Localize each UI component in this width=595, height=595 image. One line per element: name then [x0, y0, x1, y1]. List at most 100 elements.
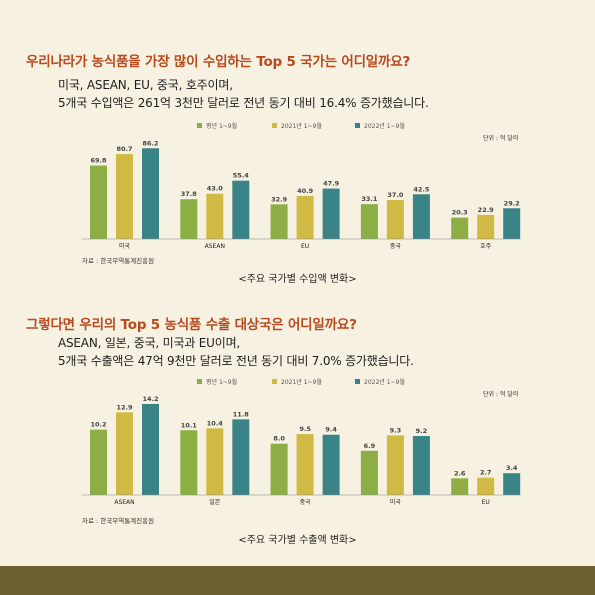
value-label: 9.3: [390, 426, 402, 434]
bar-중국-0: [360, 204, 378, 239]
value-label: 9.4: [325, 426, 337, 434]
import-chart-caption: <주요 국가별 수입액 변화>: [238, 274, 357, 285]
legend-label-1: 2021년 1~9월: [281, 378, 322, 386]
value-label: 3.4: [506, 464, 518, 472]
bar-일본-2: [232, 419, 250, 495]
value-label: 40.9: [297, 187, 314, 195]
value-label: 29.2: [504, 199, 520, 207]
value-label: 10.4: [207, 419, 224, 427]
value-label: 9.2: [416, 427, 428, 435]
bar-EU-0: [270, 204, 288, 239]
import-source-note: 자료 : 한국무역통계진흥원: [82, 257, 155, 265]
bar-중국-2: [412, 194, 430, 239]
legend-label-0: 평년 1~9월: [206, 122, 237, 130]
value-label: 33.1: [361, 195, 378, 203]
bar-미국-2: [142, 148, 159, 239]
value-label: 10.2: [90, 421, 106, 429]
value-label: 12.9: [116, 403, 133, 411]
bar-EU-2: [322, 188, 340, 239]
legend-swatch-1: [272, 123, 277, 128]
unit-label: 단위 : 억 달러: [483, 134, 518, 142]
category-label: 미국: [119, 242, 131, 250]
legend-label-0: 평년 1~9월: [206, 378, 237, 386]
bar-미국-2: [412, 436, 430, 495]
bar-미국-0: [360, 450, 378, 495]
value-label: 86.2: [142, 139, 158, 147]
category-label: ASEAN: [205, 243, 225, 250]
legend-swatch-0: [197, 379, 202, 384]
export-chart-caption: <주요 국가별 수출액 변화>: [238, 535, 357, 546]
unit-label: 단위 : 억 달러: [483, 390, 518, 398]
legend-label-2: 2022년 1~9월: [364, 122, 405, 130]
legend-swatch-2: [355, 379, 360, 384]
bar-EU-1: [477, 477, 495, 495]
value-label: 37.8: [181, 190, 198, 198]
bar-호주-2: [503, 208, 521, 239]
bar-ASEAN-2: [232, 180, 250, 239]
export-question-title: 그렇다면 우리의 Top 5 농식품 수출 대상국은 어디일까요?: [26, 317, 357, 333]
bar-중국-1: [386, 200, 404, 239]
bar-호주-1: [477, 214, 495, 239]
bar-중국-1: [296, 434, 314, 495]
export-summary: ASEAN, 일본, 중국, 미국과 EU이며, 5개국 수출액은 47억 9천…: [58, 334, 414, 370]
import-summary-line-1: 미국, ASEAN, EU, 중국, 호주이며,: [58, 78, 233, 92]
category-label: ASEAN: [114, 499, 134, 506]
bar-중국-0: [270, 443, 288, 495]
value-label: 14.2: [142, 395, 158, 403]
legend-swatch-0: [197, 123, 202, 128]
bar-미국-0: [90, 165, 107, 239]
value-label: 47.9: [323, 180, 340, 188]
category-label: EU: [301, 243, 309, 250]
bar-ASEAN-0: [90, 429, 107, 495]
export-source-note: 자료 : 한국무역통계진흥원: [82, 517, 155, 525]
bar-ASEAN-1: [206, 193, 224, 239]
category-label: 미국: [390, 498, 402, 506]
value-label: 22.9: [478, 206, 495, 214]
value-label: 32.9: [271, 195, 288, 203]
value-label: 11.8: [233, 410, 250, 418]
value-label: 6.9: [364, 442, 376, 450]
bar-일본-0: [180, 430, 198, 495]
bar-EU-2: [503, 473, 521, 495]
value-label: 10.1: [181, 421, 198, 429]
bar-미국-1: [386, 435, 404, 495]
bar-ASEAN-2: [142, 403, 159, 495]
value-label: 55.4: [233, 172, 250, 180]
import-summary-line-2: 5개국 수입액은 261억 3천만 달러로 전년 동기 대비 16.4% 증가했…: [58, 96, 429, 110]
value-label: 69.8: [90, 157, 107, 165]
bar-ASEAN-1: [116, 412, 133, 495]
value-label: 8.0: [273, 435, 285, 443]
bar-일본-1: [206, 428, 224, 495]
legend-swatch-2: [355, 123, 360, 128]
bar-EU-1: [296, 195, 314, 239]
category-label: 중국: [300, 499, 312, 506]
legend-label-2: 2022년 1~9월: [364, 378, 405, 386]
footer-band: [0, 566, 595, 595]
value-label: 80.7: [116, 145, 132, 153]
legend-swatch-1: [272, 379, 277, 384]
legend-label-1: 2021년 1~9월: [281, 122, 322, 130]
value-label: 2.6: [454, 469, 466, 477]
category-label: 호주: [480, 243, 492, 250]
bar-ASEAN-0: [180, 199, 198, 239]
bar-EU-0: [451, 478, 469, 495]
bar-중국-2: [322, 434, 340, 495]
value-label: 9.5: [299, 425, 311, 433]
bar-미국-1: [116, 154, 133, 239]
category-label: 중국: [390, 243, 402, 250]
import-summary: 미국, ASEAN, EU, 중국, 호주이며, 5개국 수입액은 261억 3…: [58, 76, 429, 112]
value-label: 20.3: [452, 209, 468, 217]
category-label: 일본: [209, 498, 221, 506]
category-label: EU: [482, 499, 490, 506]
value-label: 42.5: [413, 185, 430, 193]
value-label: 2.7: [480, 469, 492, 477]
export-summary-line-1: ASEAN, 일본, 중국, 미국과 EU이며,: [58, 336, 241, 350]
value-label: 37.0: [387, 191, 404, 199]
value-label: 43.0: [207, 185, 224, 193]
import-question-title: 우리나라가 농식품을 가장 많이 수입하는 Top 5 국가는 어디일까요?: [26, 54, 411, 70]
export-summary-line-2: 5개국 수출액은 47억 9천만 달러로 전년 동기 대비 7.0% 증가했습니…: [58, 354, 414, 368]
bar-호주-0: [451, 217, 469, 239]
